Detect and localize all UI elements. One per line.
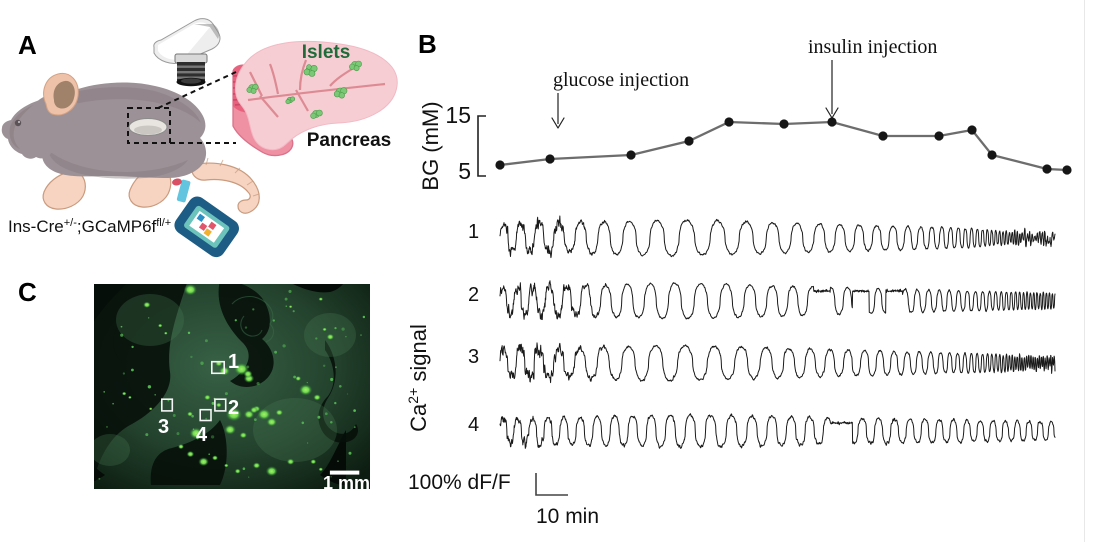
svg-text:glucose injection: glucose injection <box>553 69 689 91</box>
svg-text:4: 4 <box>196 424 208 446</box>
svg-text:1: 1 <box>468 221 479 243</box>
svg-text:1 mm: 1 mm <box>323 473 370 493</box>
svg-text:insulin injection: insulin injection <box>808 36 937 58</box>
svg-text:100% dF/F: 100% dF/F <box>408 471 511 494</box>
svg-text:4: 4 <box>468 414 479 436</box>
svg-text:10 min: 10 min <box>536 505 599 528</box>
svg-text:3: 3 <box>158 416 169 438</box>
svg-text:BG (mM): BG (mM) <box>418 101 443 190</box>
svg-text:2: 2 <box>468 284 479 306</box>
svg-text:15: 15 <box>445 102 471 128</box>
svg-text:Ins-Cre+/-;GCaMP6ffl/+: Ins-Cre+/-;GCaMP6ffl/+ <box>8 217 171 236</box>
svg-text:Pancreas: Pancreas <box>307 130 392 151</box>
svg-text:Ca2+ signal: Ca2+ signal <box>408 324 431 432</box>
svg-text:3: 3 <box>468 346 479 368</box>
svg-text:2: 2 <box>228 397 239 419</box>
svg-text:Islets: Islets <box>302 42 351 63</box>
svg-text:5: 5 <box>458 158 471 184</box>
svg-text:1: 1 <box>228 351 239 373</box>
